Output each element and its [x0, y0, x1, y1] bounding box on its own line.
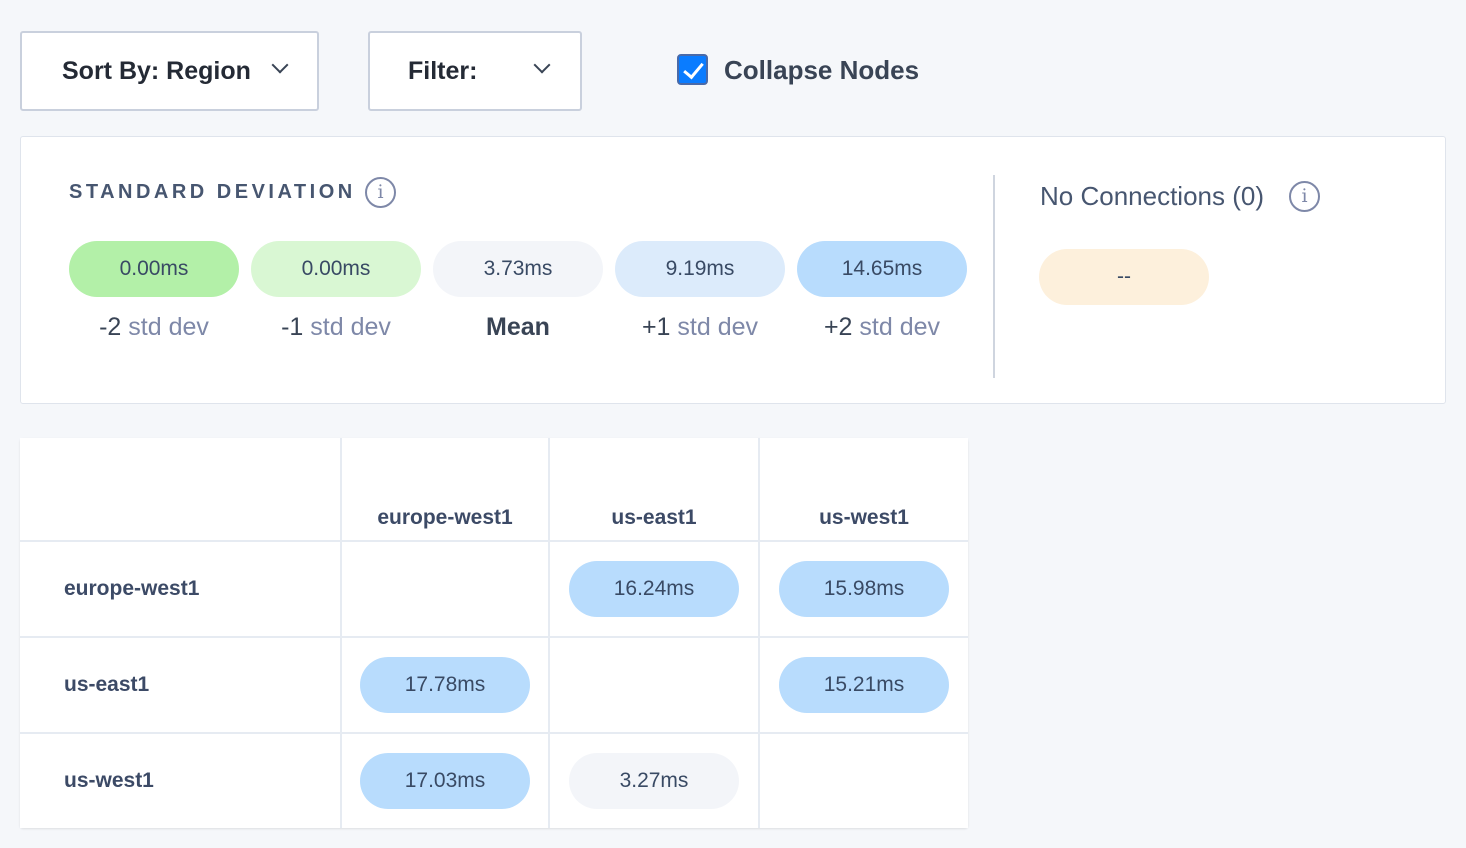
divider: [993, 175, 995, 378]
std-dev-prefix: -2: [99, 313, 122, 341]
latency-pill[interactable]: 16.24ms: [569, 561, 739, 617]
filter-label: Filter:: [408, 56, 478, 85]
matrix-cell: [342, 542, 548, 636]
matrix-cell: [760, 734, 968, 828]
matrix-cell: 15.98ms: [760, 542, 968, 636]
latency-pill[interactable]: 17.03ms: [360, 753, 530, 809]
chevron-down-icon: [533, 56, 551, 74]
row-header: us-west1: [20, 734, 340, 828]
collapse-nodes-label[interactable]: Collapse Nodes: [724, 55, 920, 85]
latency-pill[interactable]: 15.21ms: [779, 657, 949, 713]
std-dev-suffix: std dev: [310, 313, 391, 341]
sort-by-dropdown[interactable]: Sort By: Region: [20, 31, 319, 111]
matrix-cell: 15.21ms: [760, 638, 968, 732]
row-header: us-east1: [20, 638, 340, 732]
matrix-cell: 17.03ms: [342, 734, 548, 828]
std-dev-label: +1 std dev: [615, 313, 785, 342]
std-dev-pill: 3.73ms: [433, 241, 603, 297]
std-dev-prefix: +1: [641, 313, 671, 341]
std-dev-prefix: +2: [823, 313, 853, 341]
column-header: europe-west1: [342, 438, 548, 540]
info-icon[interactable]: i: [1289, 181, 1320, 212]
std-dev-pill: 0.00ms: [69, 241, 239, 297]
std-dev-pill: 9.19ms: [615, 241, 785, 297]
filter-dropdown[interactable]: Filter:: [368, 31, 582, 111]
std-dev-suffix: std dev: [859, 313, 941, 341]
latency-pill[interactable]: 3.27ms: [569, 753, 739, 809]
std-dev-label: +2 std dev: [797, 313, 967, 342]
std-dev-label: Mean: [433, 313, 603, 342]
latency-pill[interactable]: 17.78ms: [360, 657, 530, 713]
std-dev-suffix: std dev: [128, 313, 209, 341]
chevron-down-icon: [271, 56, 289, 74]
std-dev-pill: 0.00ms: [251, 241, 421, 297]
std-dev-heading: STANDARD DEVIATION: [69, 181, 356, 203]
std-dev-prefix: Mean: [486, 313, 550, 341]
latency-matrix: europe-west1 us-east1 us-west1 europe-west1…: [20, 438, 968, 828]
no-connections-label: No Connections (0): [1040, 181, 1264, 211]
std-dev-suffix: std dev: [677, 313, 759, 341]
row-header: europe-west1: [20, 542, 340, 636]
matrix-cell: 3.27ms: [550, 734, 758, 828]
std-dev-label: -1 std dev: [251, 313, 421, 342]
info-icon[interactable]: i: [365, 177, 396, 208]
std-dev-prefix: -1: [281, 313, 304, 341]
legend-card: STANDARD DEVIATION i 0.00ms -2 std dev 0.0…: [20, 136, 1446, 404]
column-header: us-east1: [550, 438, 758, 540]
collapse-nodes-checkbox[interactable]: [677, 54, 708, 85]
column-header: us-west1: [760, 438, 968, 540]
std-dev-pill: 14.65ms: [797, 241, 967, 297]
matrix-cell: [550, 638, 758, 732]
matrix-cell: 16.24ms: [550, 542, 758, 636]
latency-pill[interactable]: 15.98ms: [779, 561, 949, 617]
corner-cell: [20, 438, 340, 540]
std-dev-label: -2 std dev: [69, 313, 239, 342]
sort-by-label: Sort By: Region: [62, 56, 251, 85]
no-connections-pill: --: [1039, 249, 1209, 305]
matrix-cell: 17.78ms: [342, 638, 548, 732]
